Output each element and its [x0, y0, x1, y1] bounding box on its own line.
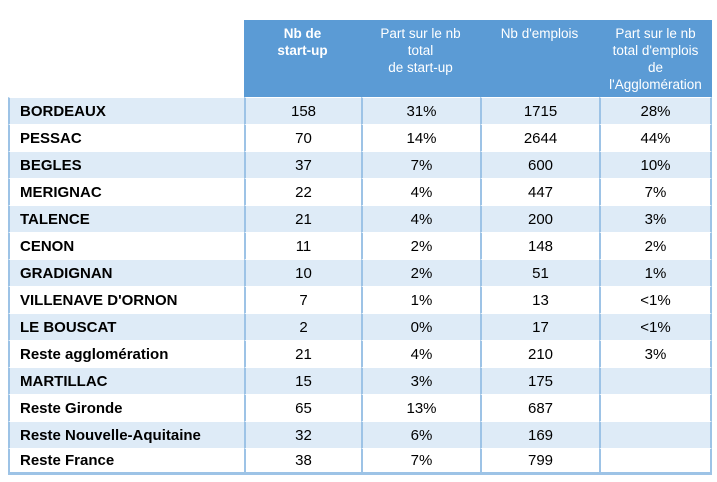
value-cell: 600 — [480, 151, 599, 178]
table-row: PESSAC 70 14% 2644 44% — [8, 124, 712, 151]
value-cell — [599, 394, 712, 421]
table-row: GRADIGNAN 10 2% 51 1% — [8, 259, 712, 286]
value-cell: 28% — [599, 97, 712, 124]
value-cell: <1% — [599, 286, 712, 313]
value-cell: 37 — [244, 151, 361, 178]
value-cell: 13% — [361, 394, 480, 421]
value-cell: 11 — [244, 232, 361, 259]
value-cell: 70 — [244, 124, 361, 151]
value-cell: 10 — [244, 259, 361, 286]
value-cell: 14% — [361, 124, 480, 151]
row-label-cell: Reste Nouvelle-Aquitaine — [8, 421, 244, 448]
value-cell: 3% — [599, 205, 712, 232]
table-row: MERIGNAC 22 4% 447 7% — [8, 178, 712, 205]
value-cell: 1% — [361, 286, 480, 313]
value-cell: 21 — [244, 205, 361, 232]
table-row: LE BOUSCAT 2 0% 17 <1% — [8, 313, 712, 340]
table-row: Reste Gironde 65 13% 687 — [8, 394, 712, 421]
value-cell: <1% — [599, 313, 712, 340]
table-row: Reste Nouvelle-Aquitaine 32 6% 169 — [8, 421, 712, 448]
row-label-cell: CENON — [8, 232, 244, 259]
value-cell: 15 — [244, 367, 361, 394]
value-cell: 10% — [599, 151, 712, 178]
value-cell: 799 — [480, 448, 599, 475]
value-cell: 1715 — [480, 97, 599, 124]
value-cell: 169 — [480, 421, 599, 448]
value-cell: 7% — [599, 178, 712, 205]
header-row: Nb de start-up Part sur le nb total de s… — [8, 20, 712, 97]
table-row: CENON 11 2% 148 2% — [8, 232, 712, 259]
row-label-cell: BORDEAUX — [8, 97, 244, 124]
value-cell: 6% — [361, 421, 480, 448]
header-cell-nb-emplois: Nb d'emplois — [480, 20, 599, 97]
row-label-cell: Reste Gironde — [8, 394, 244, 421]
value-cell: 2644 — [480, 124, 599, 151]
value-cell: 17 — [480, 313, 599, 340]
table-row: Reste agglomération 21 4% 210 3% — [8, 340, 712, 367]
row-label-cell: LE BOUSCAT — [8, 313, 244, 340]
value-cell: 0% — [361, 313, 480, 340]
row-label-cell: TALENCE — [8, 205, 244, 232]
value-cell: 21 — [244, 340, 361, 367]
header-cell-part-emplois: Part sur le nb total d'emplois de l'Aggl… — [599, 20, 712, 97]
value-cell: 22 — [244, 178, 361, 205]
value-cell: 3% — [361, 367, 480, 394]
value-cell: 175 — [480, 367, 599, 394]
value-cell: 148 — [480, 232, 599, 259]
row-label-cell: PESSAC — [8, 124, 244, 151]
value-cell — [599, 448, 712, 475]
value-cell: 210 — [480, 340, 599, 367]
startup-stats-table: Nb de start-up Part sur le nb total de s… — [8, 20, 712, 475]
table-body: BORDEAUX 158 31% 1715 28% PESSAC 70 14% 2644 44% B… — [8, 97, 712, 475]
row-label-cell: GRADIGNAN — [8, 259, 244, 286]
value-cell: 158 — [244, 97, 361, 124]
value-cell: 2% — [599, 232, 712, 259]
value-cell — [599, 421, 712, 448]
value-cell: 32 — [244, 421, 361, 448]
value-cell: 2% — [361, 232, 480, 259]
value-cell: 4% — [361, 340, 480, 367]
value-cell: 3% — [599, 340, 712, 367]
value-cell: 1% — [599, 259, 712, 286]
header-cell-part-startup: Part sur le nb total de start-up — [361, 20, 480, 97]
table-row: BORDEAUX 158 31% 1715 28% — [8, 97, 712, 124]
value-cell: 4% — [361, 178, 480, 205]
value-cell: 7% — [361, 448, 480, 475]
row-label-cell: BEGLES — [8, 151, 244, 178]
table-row: TALENCE 21 4% 200 3% — [8, 205, 712, 232]
value-cell: 7% — [361, 151, 480, 178]
row-label-cell: Reste agglomération — [8, 340, 244, 367]
header-cell-empty — [8, 20, 244, 97]
table-row: MARTILLAC 15 3% 175 — [8, 367, 712, 394]
value-cell: 2% — [361, 259, 480, 286]
value-cell: 687 — [480, 394, 599, 421]
value-cell: 65 — [244, 394, 361, 421]
table-row: Reste France 38 7% 799 — [8, 448, 712, 475]
value-cell: 447 — [480, 178, 599, 205]
row-label-cell: Reste France — [8, 448, 244, 475]
row-label-cell: MARTILLAC — [8, 367, 244, 394]
value-cell: 51 — [480, 259, 599, 286]
row-label-cell: MERIGNAC — [8, 178, 244, 205]
value-cell: 2 — [244, 313, 361, 340]
value-cell: 200 — [480, 205, 599, 232]
value-cell: 13 — [480, 286, 599, 313]
value-cell: 38 — [244, 448, 361, 475]
table-row: BEGLES 37 7% 600 10% — [8, 151, 712, 178]
value-cell — [599, 367, 712, 394]
value-cell: 7 — [244, 286, 361, 313]
table-row: VILLENAVE D'ORNON 7 1% 13 <1% — [8, 286, 712, 313]
row-label-cell: VILLENAVE D'ORNON — [8, 286, 244, 313]
value-cell: 4% — [361, 205, 480, 232]
value-cell: 44% — [599, 124, 712, 151]
header-cell-nb-startup: Nb de start-up — [244, 20, 361, 97]
value-cell: 31% — [361, 97, 480, 124]
